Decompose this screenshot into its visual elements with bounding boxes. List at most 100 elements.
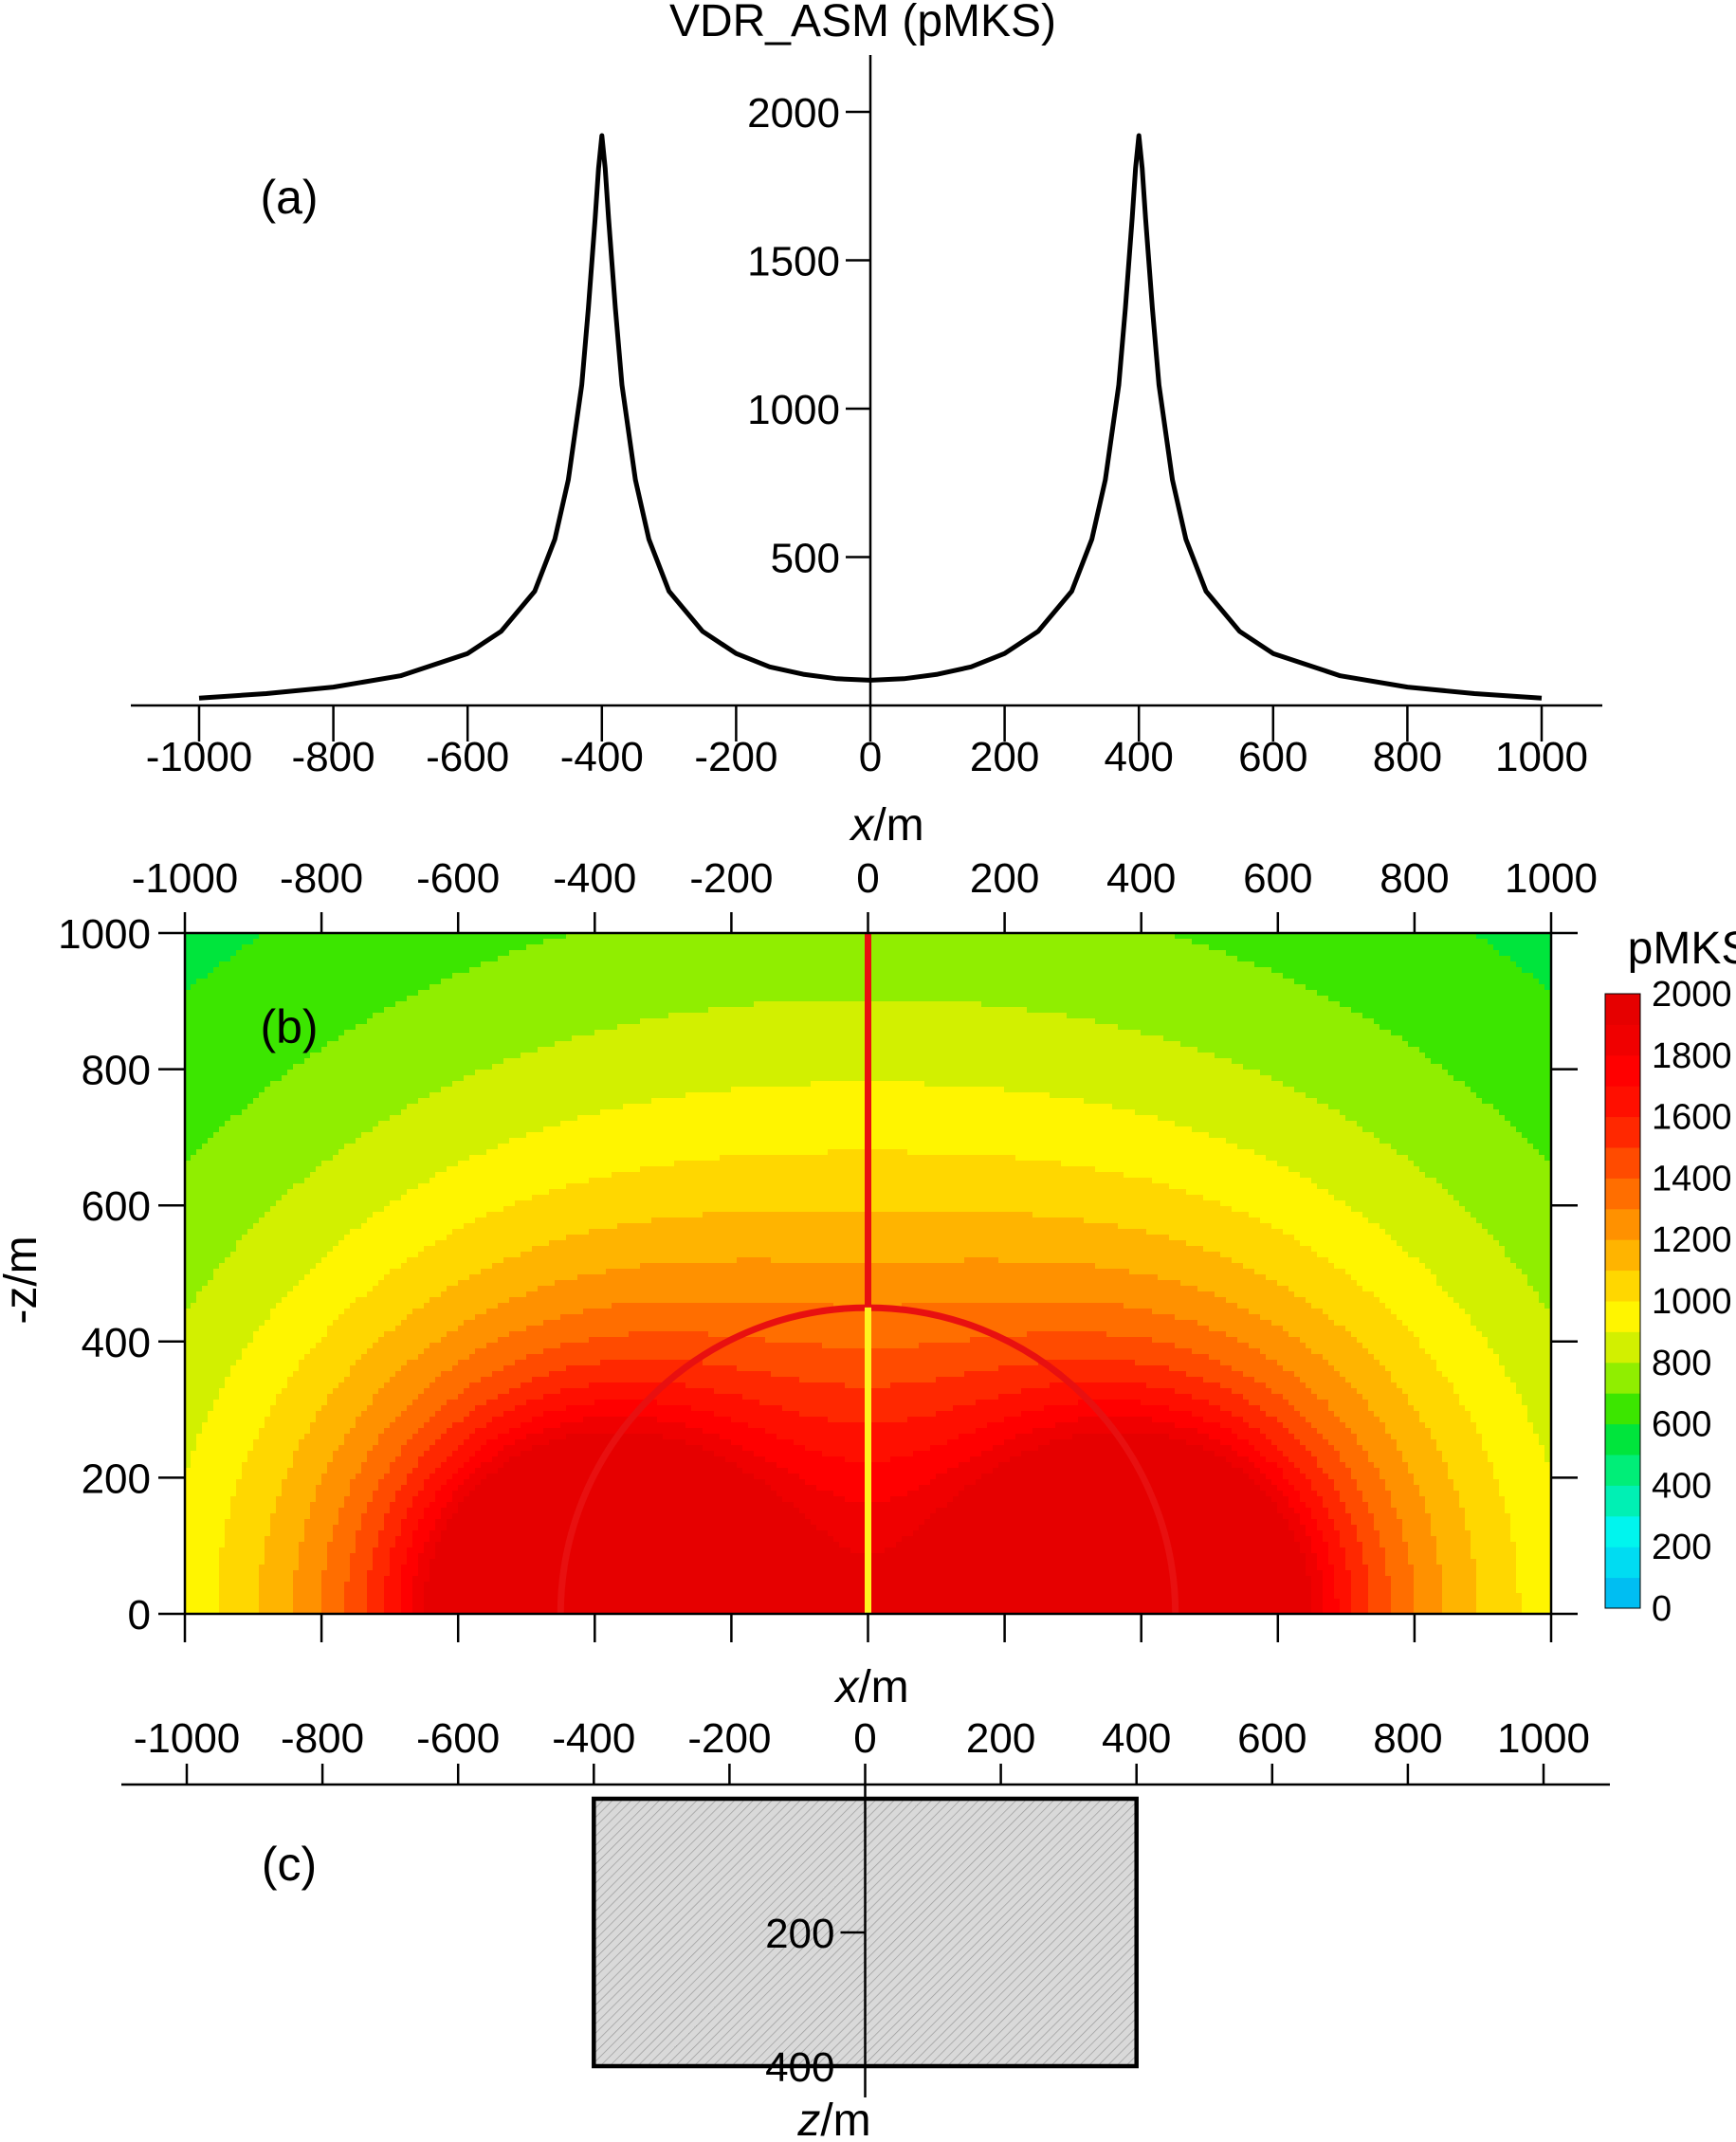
field-cell xyxy=(1197,979,1204,985)
field-cell xyxy=(299,1030,305,1036)
field-cell xyxy=(896,961,903,968)
field-cell xyxy=(1345,967,1352,974)
field-cell xyxy=(1141,979,1147,985)
field-cell xyxy=(1226,944,1233,951)
field-cell xyxy=(1408,933,1415,940)
field-cell xyxy=(1180,944,1187,951)
field-cell xyxy=(555,984,561,991)
field-cell xyxy=(1118,973,1124,979)
field-cell xyxy=(1340,933,1346,940)
field-cell xyxy=(748,1041,755,1048)
field-cell xyxy=(338,1041,345,1048)
field-cell xyxy=(1425,990,1432,997)
field-cell xyxy=(668,979,675,985)
field-cell xyxy=(213,990,220,997)
field-cell xyxy=(1243,1001,1250,1008)
field-cell xyxy=(1266,1035,1272,1042)
field-cell xyxy=(714,967,721,974)
field-cell xyxy=(1488,933,1494,940)
field-cell xyxy=(469,984,476,991)
field-cell xyxy=(577,1035,584,1042)
field-cell xyxy=(509,984,516,991)
field-cell xyxy=(458,967,465,974)
field-cell xyxy=(816,1035,823,1042)
field-cell xyxy=(1510,1018,1517,1025)
field-cell xyxy=(555,973,561,979)
field-cell xyxy=(225,990,231,997)
field-cell xyxy=(1436,950,1443,957)
field-cell xyxy=(509,944,516,951)
field-cell xyxy=(327,973,334,979)
field-cell xyxy=(395,1030,402,1036)
field-cell xyxy=(265,1024,271,1031)
field-cell xyxy=(1010,1013,1016,1019)
field-cell xyxy=(202,1041,209,1048)
field-cell xyxy=(1362,1013,1369,1019)
field-cell xyxy=(1169,967,1176,974)
field-cell xyxy=(1351,1030,1358,1036)
field-cell xyxy=(208,1041,214,1048)
field-cell xyxy=(1135,996,1142,1002)
field-cell xyxy=(526,979,533,985)
field-cell xyxy=(1249,1013,1255,1019)
field-cell xyxy=(486,1007,493,1014)
field-cell xyxy=(1220,1030,1227,1036)
field-cell xyxy=(1362,1007,1369,1014)
field-cell xyxy=(401,1013,408,1019)
field-cell xyxy=(1129,967,1136,974)
field-cell xyxy=(1050,1024,1056,1031)
field-cell xyxy=(1220,984,1227,991)
field-cell xyxy=(1078,956,1085,962)
field-cell xyxy=(873,1018,880,1025)
field-cell xyxy=(1317,1001,1324,1008)
field-cell xyxy=(1357,1035,1363,1042)
field-cell xyxy=(1328,1041,1335,1048)
field-cell xyxy=(885,956,891,962)
field-cell xyxy=(964,984,971,991)
field-cell xyxy=(919,1030,925,1036)
field-cell xyxy=(697,996,704,1002)
x-tick-label: -200 xyxy=(694,734,777,780)
field-cell xyxy=(890,933,897,940)
field-cell xyxy=(509,939,516,945)
field-cell xyxy=(663,1047,669,1053)
field-cell xyxy=(1271,1030,1278,1036)
field-cell xyxy=(191,939,197,945)
field-cell xyxy=(879,1001,886,1008)
field-cell xyxy=(521,1013,527,1019)
field-cell xyxy=(646,973,652,979)
field-cell xyxy=(947,1013,954,1019)
field-cell xyxy=(1118,1018,1124,1025)
field-cell xyxy=(1397,1013,1403,1019)
field-cell xyxy=(367,1007,374,1014)
field-cell xyxy=(1505,933,1511,940)
field-cell xyxy=(225,979,231,985)
field-cell xyxy=(822,1035,829,1042)
field-cell xyxy=(1237,961,1244,968)
field-cell xyxy=(521,1041,527,1048)
field-cell xyxy=(1544,939,1551,945)
field-cell xyxy=(1368,1001,1375,1008)
field-cell xyxy=(1072,1013,1079,1019)
field-cell xyxy=(1374,1035,1380,1042)
field-cell xyxy=(879,973,886,979)
field-cell xyxy=(356,1047,362,1053)
field-cell xyxy=(919,1018,925,1025)
field-cell xyxy=(1004,933,1011,940)
field-cell xyxy=(1476,967,1483,974)
field-cell xyxy=(384,990,391,997)
field-cell xyxy=(856,1001,863,1008)
field-cell xyxy=(583,956,590,962)
field-cell xyxy=(850,944,857,951)
field-cell xyxy=(629,950,635,957)
field-cell xyxy=(407,939,413,945)
field-cell xyxy=(788,944,795,951)
field-cell xyxy=(1328,933,1335,940)
field-cell xyxy=(663,1024,669,1031)
field-cell xyxy=(1186,979,1193,985)
field-cell xyxy=(919,933,925,940)
field-cell xyxy=(1539,933,1545,940)
field-cell xyxy=(424,1047,430,1053)
field-cell xyxy=(1209,984,1215,991)
field-cell xyxy=(577,1007,584,1014)
